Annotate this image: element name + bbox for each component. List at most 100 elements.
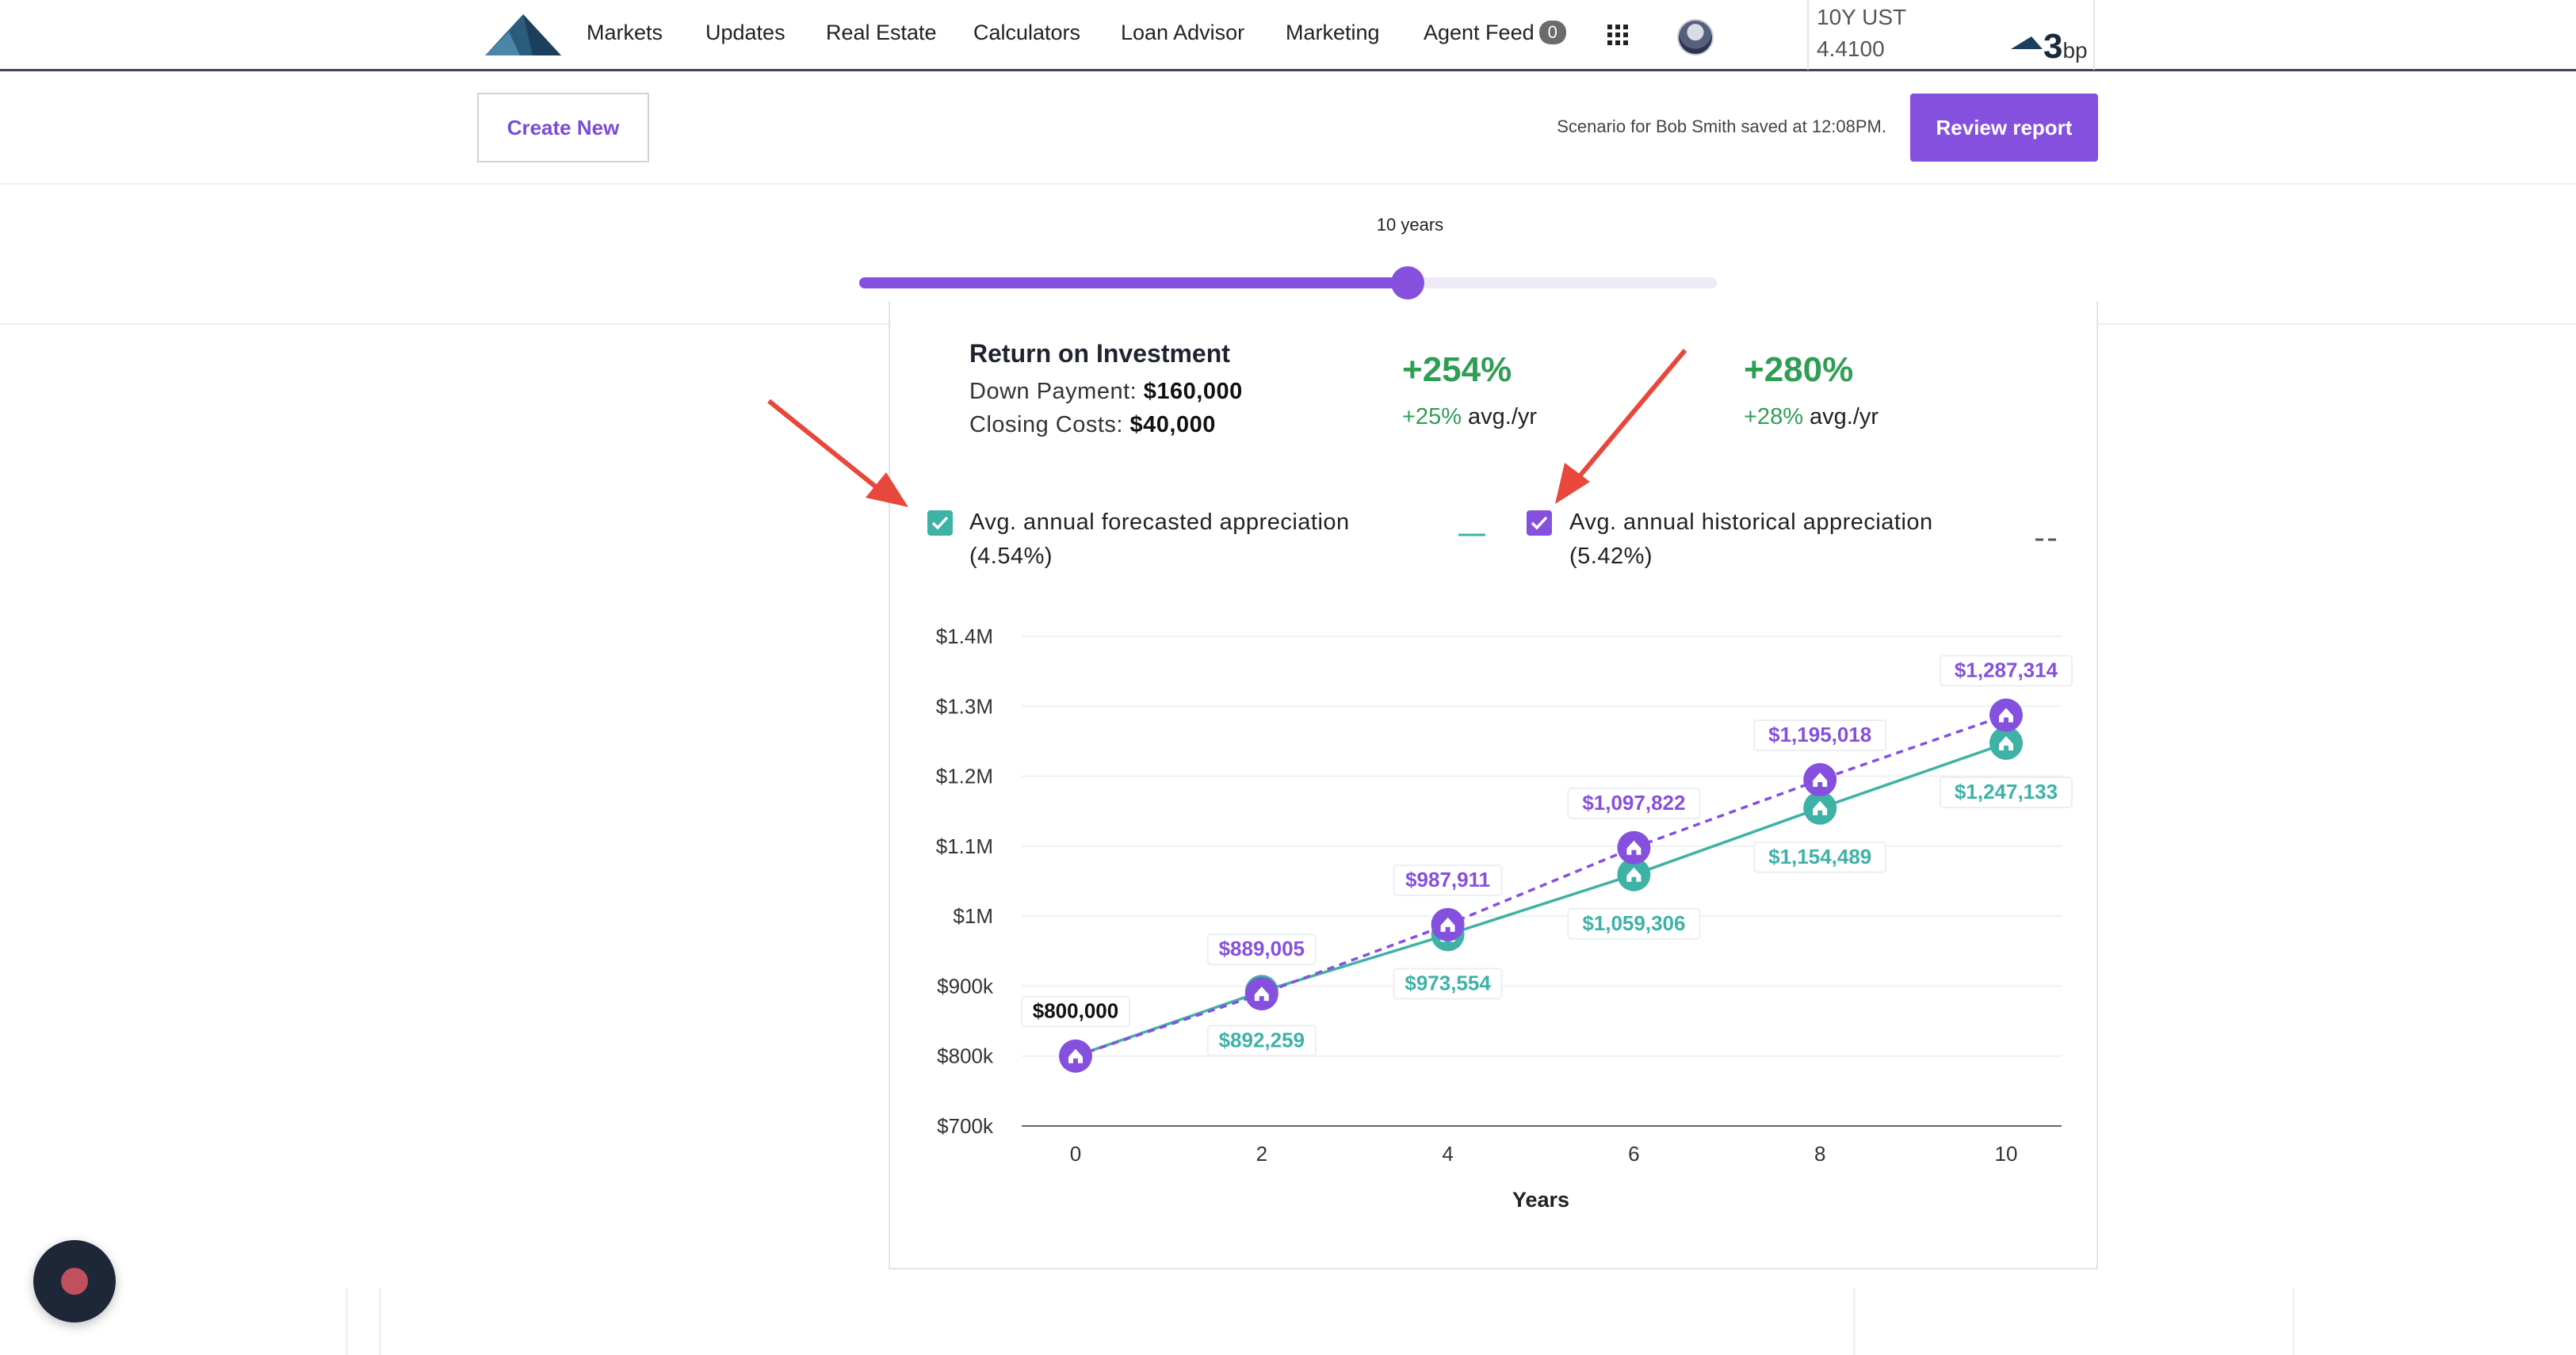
x-axis-title: Years: [1512, 1188, 1569, 1212]
x-tick-label: 2: [1256, 1142, 1267, 1166]
nav-updates[interactable]: Updates: [705, 21, 785, 44]
x-tick-label: 6: [1628, 1142, 1639, 1166]
historical-data-label: $1,287,314: [1955, 658, 2058, 681]
forecast-data-label: $1,247,133: [1955, 780, 2058, 803]
down-payment-value: $160,000: [1143, 379, 1243, 404]
ust-change: 3bp: [2043, 27, 2088, 67]
home-icon: [1999, 735, 2013, 750]
historical-data-label: $889,005: [1219, 937, 1305, 960]
years-slider-fill: [859, 277, 1408, 288]
property-value-chart: $700k $800k $900k $1M $1.1M $1.2M $1.3M $1.4M 0 2…: [936, 624, 2073, 1212]
historical-series-line: [1075, 713, 2007, 1058]
closing-costs-line: Closing Costs: $40,000: [969, 412, 1216, 438]
historical-data-label-bg: [1206, 933, 1317, 966]
historical-data-label-bg: [1393, 864, 1503, 896]
top-navigation: Markets Updates Real Estate Calculators …: [0, 0, 2576, 71]
forecast-avg-return: +25% avg./yr: [1402, 404, 1537, 430]
years-slider-track[interactable]: [859, 266, 1717, 300]
agent-feed-badge: 0: [1538, 21, 1566, 44]
closing-costs-value: $40,000: [1129, 412, 1216, 437]
x-tick-label: 4: [1442, 1142, 1453, 1166]
y-tick-label: $800k: [937, 1044, 994, 1068]
slider-value-label: 10 years: [1376, 215, 1444, 235]
home-icon: [1440, 917, 1455, 932]
chat-launcher-button[interactable]: [33, 1240, 116, 1323]
historical-legend-rate: (5.42%): [1569, 544, 1653, 569]
historical-legend-swatch: [2035, 538, 2058, 541]
historical-avg-value: +28%: [1744, 404, 1803, 429]
forecast-data-label-bg: [1206, 1025, 1317, 1057]
divider: [346, 1288, 348, 1355]
apps-grid-icon[interactable]: [1607, 25, 1628, 45]
forecast-data-label-bg: [1940, 776, 2073, 808]
x-tick-label: 0: [1070, 1142, 1081, 1166]
forecast-avg-value: +25%: [1402, 404, 1462, 429]
forecast-data-label: $1,154,489: [1768, 845, 1871, 868]
y-tick-label: $1.1M: [936, 834, 993, 858]
divider: [2292, 1288, 2295, 1355]
forecast-data-label-bg: [1393, 968, 1503, 1000]
roi-title: Return on Investment: [969, 339, 1230, 368]
nav-real-estate[interactable]: Real Estate: [826, 21, 937, 44]
historical-checkbox[interactable]: [1527, 510, 1552, 536]
forecast-series-line: [1075, 742, 2007, 1058]
down-payment-label: Down Payment:: [969, 379, 1137, 404]
y-tick-label: $900k: [937, 974, 994, 998]
y-tick-label: $1.4M: [936, 624, 993, 648]
user-avatar[interactable]: [1677, 19, 1714, 55]
ust-label: 10Y UST: [1817, 5, 1907, 29]
y-tick-label: $700k: [937, 1114, 994, 1138]
ust-change-unit: bp: [2062, 38, 2088, 63]
y-tick-label: $1M: [953, 904, 993, 928]
historical-data-label: $1,097,822: [1582, 791, 1685, 815]
start-value-label: $800,000: [1033, 999, 1118, 1023]
home-icon: [1254, 987, 1269, 1002]
forecast-total-return: +254%: [1402, 350, 1512, 389]
home-icon: [1813, 772, 1828, 787]
forecast-checkbox[interactable]: [927, 510, 953, 536]
chat-icon: [61, 1268, 88, 1295]
ust-value: 4.4100: [1817, 36, 1885, 61]
forecast-data-label: $1,059,306: [1582, 911, 1685, 935]
divider: [379, 1288, 381, 1355]
home-icon: [1626, 840, 1642, 855]
y-tick-label: $1.3M: [936, 694, 993, 718]
nav-loan-advisor[interactable]: Loan Advisor: [1121, 21, 1245, 44]
historical-data-label: $987,911: [1405, 868, 1490, 891]
historical-avg-return: +28% avg./yr: [1744, 404, 1878, 430]
check-icon: [1531, 516, 1548, 530]
forecast-legend-text: Avg. annual forecasted appreciation: [969, 510, 1350, 535]
saved-status-text: Scenario for Bob Smith saved at 12:08PM.: [1557, 116, 1886, 136]
check-icon: [931, 516, 949, 530]
nav-calculators[interactable]: Calculators: [973, 21, 1081, 44]
historical-data-label-bg: [1940, 655, 2073, 687]
review-report-button[interactable]: Review report: [1910, 94, 2098, 162]
historical-avg-suffix: avg./yr: [1810, 404, 1879, 429]
nav-marketing[interactable]: Marketing: [1286, 21, 1380, 44]
start-value-label-bg: [1021, 995, 1130, 1028]
divider: [1853, 1288, 1856, 1355]
forecast-legend-rate: (4.54%): [969, 544, 1053, 569]
historical-data-label-bg: [1753, 719, 1887, 751]
agent-feed-label: Agent Feed: [1424, 21, 1535, 44]
x-tick-label: 10: [1995, 1142, 2018, 1166]
forecast-data-label: $973,554: [1405, 971, 1491, 994]
home-icon: [1068, 1048, 1083, 1063]
create-new-button[interactable]: Create New: [477, 93, 649, 162]
forecast-data-label-bg: [1753, 841, 1887, 873]
historical-legend-label[interactable]: Avg. annual historical appreciation (5.4…: [1569, 506, 1933, 574]
brand-logo[interactable]: [485, 11, 561, 55]
home-icon: [1813, 800, 1828, 815]
historical-data-label: $1,195,018: [1768, 723, 1871, 746]
nav-markets[interactable]: Markets: [587, 21, 663, 44]
closing-costs-label: Closing Costs:: [969, 412, 1123, 437]
x-tick-label: 8: [1814, 1142, 1825, 1166]
forecast-data-label: $892,259: [1219, 1028, 1305, 1052]
ust-ticker: 10Y UST 4.4100 3bp: [1807, 0, 2095, 70]
years-slider-thumb[interactable]: [1391, 266, 1425, 300]
historical-total-return: +280%: [1744, 350, 1854, 389]
forecast-avg-suffix: avg./yr: [1468, 404, 1538, 429]
trend-up-icon: [2011, 36, 2043, 49]
forecast-legend-label[interactable]: Avg. annual forecasted appreciation (4.5…: [969, 506, 1350, 574]
nav-agent-feed[interactable]: Agent Feed 0: [1424, 21, 1566, 45]
